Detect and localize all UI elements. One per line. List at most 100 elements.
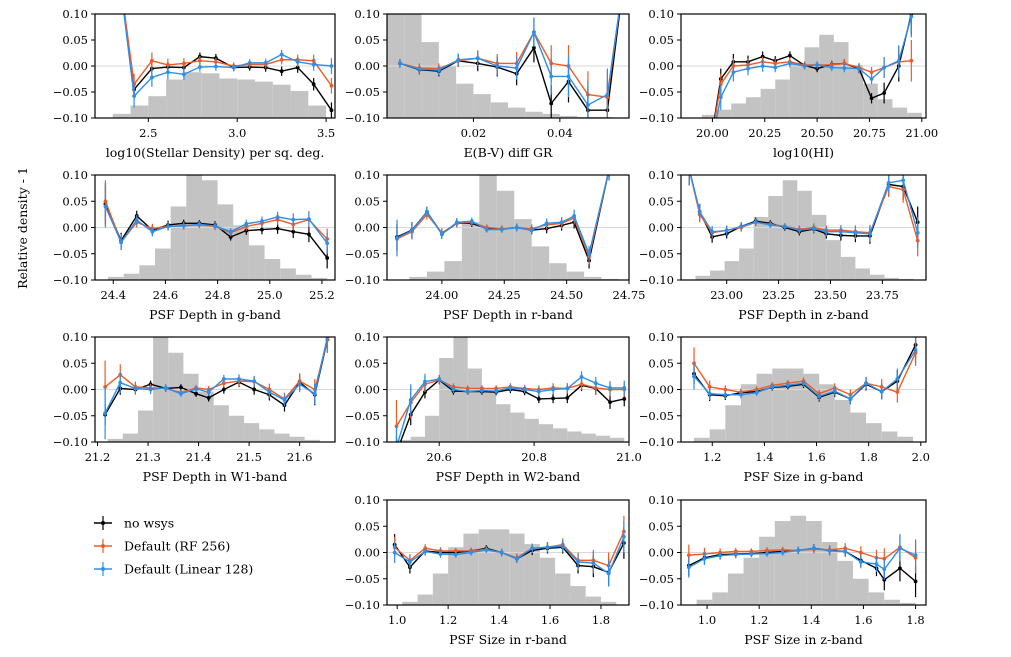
hist-bar bbox=[774, 521, 791, 605]
data-point bbox=[132, 94, 137, 99]
data-point bbox=[913, 348, 918, 353]
data-point bbox=[475, 56, 480, 61]
hist-bar bbox=[280, 268, 296, 280]
hist-bar bbox=[756, 373, 773, 442]
y-tick-label: 0.05 bbox=[354, 356, 380, 370]
data-point bbox=[275, 215, 280, 219]
data-point bbox=[733, 552, 738, 557]
x-tick-label: 25.2 bbox=[309, 288, 335, 302]
data-point bbox=[560, 544, 565, 549]
data-point bbox=[514, 225, 519, 230]
data-point bbox=[279, 69, 284, 74]
histogram bbox=[694, 368, 913, 442]
hist-bar bbox=[107, 438, 123, 442]
series-line bbox=[123, 14, 333, 111]
data-point bbox=[178, 385, 183, 390]
data-point bbox=[495, 64, 500, 68]
data-point bbox=[247, 60, 252, 65]
hist-bar bbox=[694, 437, 710, 442]
data-point bbox=[760, 64, 765, 68]
hist-bar bbox=[481, 391, 497, 442]
hist-bar bbox=[727, 573, 744, 605]
data-point bbox=[607, 168, 611, 172]
data-point bbox=[710, 229, 715, 234]
y-tick-label: 0.10 bbox=[354, 493, 380, 507]
panel-w1depth: −0.10 −0.05 0.00 0.05 0.10 21.2 21.3 21.4 21.5 21… bbox=[53, 330, 336, 484]
series-linear bbox=[692, 337, 918, 405]
x-tick-label: 1.8 bbox=[906, 613, 924, 627]
hist-bar bbox=[424, 415, 440, 442]
data-point bbox=[723, 392, 728, 397]
hist-bar bbox=[821, 542, 838, 605]
data-point bbox=[765, 551, 769, 556]
x-axis-label: PSF Size in z-band bbox=[744, 632, 862, 647]
hist-bar bbox=[709, 429, 726, 442]
y-tick-label: 0.05 bbox=[648, 519, 674, 533]
data-point bbox=[559, 220, 564, 225]
data-point bbox=[687, 168, 691, 172]
x-tick-label: 23.75 bbox=[866, 288, 899, 302]
hist-bar bbox=[130, 105, 149, 118]
y-tick-label: −0.05 bbox=[53, 85, 88, 99]
data-point bbox=[549, 101, 554, 106]
hist-bar bbox=[772, 368, 788, 442]
hist-bar bbox=[595, 435, 611, 442]
data-point bbox=[437, 377, 442, 381]
hist-bar bbox=[461, 222, 480, 280]
hist-bar bbox=[295, 274, 312, 280]
data-point bbox=[456, 57, 461, 62]
data-point bbox=[780, 550, 785, 555]
y-tick-label: 0.00 bbox=[62, 221, 88, 235]
data-point bbox=[150, 229, 155, 234]
hist-bar bbox=[264, 259, 281, 280]
data-point bbox=[724, 228, 729, 233]
y-tick-label: 0.05 bbox=[354, 194, 380, 208]
hist-bar bbox=[410, 436, 425, 442]
hist-bar bbox=[826, 240, 841, 280]
data-point bbox=[858, 560, 863, 564]
y-tick-label: −0.10 bbox=[53, 435, 88, 449]
y-tick-label: −0.10 bbox=[639, 598, 674, 612]
hist-bar bbox=[863, 83, 878, 118]
hist-bar bbox=[892, 107, 908, 118]
y-tick-label: 0.05 bbox=[62, 194, 88, 208]
data-point bbox=[163, 386, 168, 390]
data-point bbox=[494, 389, 499, 393]
hist-bar bbox=[610, 437, 625, 442]
data-point bbox=[882, 91, 887, 95]
hist-bar bbox=[490, 102, 508, 118]
data-point bbox=[565, 396, 570, 400]
data-point bbox=[551, 396, 555, 401]
hist-bar bbox=[244, 423, 260, 442]
data-point bbox=[410, 228, 414, 233]
hist-bar bbox=[790, 515, 807, 605]
data-point bbox=[307, 217, 311, 222]
x-tick-label: 1.2 bbox=[439, 613, 457, 627]
hist-bar bbox=[868, 592, 885, 605]
hist-bar bbox=[213, 405, 229, 442]
data-point bbox=[702, 556, 707, 561]
hist-bar bbox=[255, 81, 273, 118]
hist-bar bbox=[148, 96, 167, 118]
x-tick-label: 1.6 bbox=[541, 613, 559, 627]
hist-bar bbox=[877, 99, 893, 118]
data-point bbox=[551, 387, 555, 392]
legend: no wsys Default (RF 256) Default (Linear 1… bbox=[94, 516, 253, 577]
hist-bar bbox=[869, 274, 885, 280]
data-point bbox=[857, 66, 861, 71]
data-point bbox=[213, 64, 218, 69]
data-point bbox=[838, 229, 843, 234]
data-point bbox=[754, 390, 759, 395]
hist-bar bbox=[467, 368, 482, 442]
hist-bar bbox=[402, 601, 418, 605]
x-tick-label: 24.00 bbox=[425, 288, 458, 302]
data-point bbox=[417, 67, 422, 72]
hist-bar bbox=[272, 84, 291, 118]
hist-bar bbox=[168, 352, 184, 442]
data-point bbox=[194, 387, 198, 391]
y-tick-label: −0.05 bbox=[639, 247, 674, 261]
data-point bbox=[484, 227, 489, 232]
x-tick-label: 24.4 bbox=[100, 288, 126, 302]
x-tick-label: 20.8 bbox=[521, 450, 547, 464]
hist-bar bbox=[139, 265, 155, 280]
